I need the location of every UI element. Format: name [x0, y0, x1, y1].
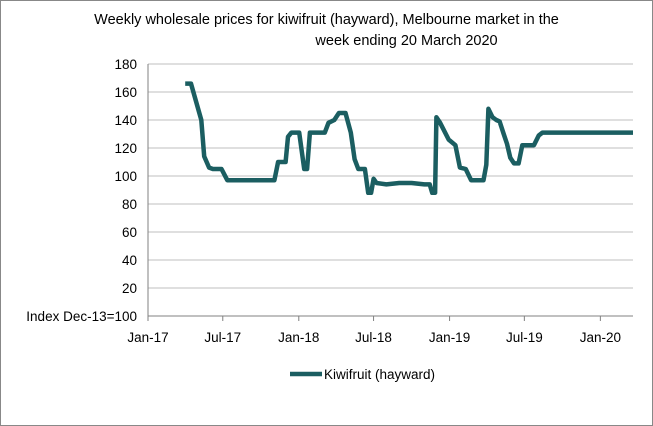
y-tick-label-60: 60	[122, 225, 137, 240]
gridlines	[148, 63, 633, 289]
y-tick-label-160: 160	[114, 85, 137, 100]
x-tick-label-jul-19: Jul-19	[506, 330, 543, 345]
legend-label: Kiwifruit (hayward)	[324, 367, 435, 382]
y-tick-label-100: 100	[114, 169, 137, 184]
y-tick-label-40: 40	[122, 253, 137, 268]
legend: Kiwifruit (hayward)	[290, 367, 435, 382]
y-tick-label-80: 80	[122, 197, 137, 212]
x-tick-label-jul-18: Jul-18	[355, 330, 392, 345]
x-axis: Jan-17 Jul-17 Jan-18 Jul-18 Jan-19 Jul-19 Jan-…	[127, 64, 633, 345]
chart-title: Weekly wholesale prices for kiwifruit (h…	[0, 10, 653, 52]
x-tick-label-jan-20: Jan-20	[580, 330, 621, 345]
chart-title-line2: week ending 20 March 2020	[315, 33, 498, 49]
y-tick-label-140: 140	[114, 113, 137, 128]
series-layer	[185, 81, 633, 196]
y-axis-ticks: Index Dec-13=100 20 40 60 80 100 120 140 160 180	[26, 57, 137, 324]
y-tick-label-0: Index Dec-13=100	[26, 309, 137, 324]
y-tick-label-120: 120	[114, 141, 137, 156]
x-tick-label-jul-17: Jul-17	[204, 330, 241, 345]
chart-title-line1: Weekly wholesale prices for kiwifruit (h…	[94, 12, 559, 28]
y-tick-label-20: 20	[122, 281, 137, 296]
x-tick-label-jan-19: Jan-19	[429, 330, 470, 345]
series-line-kiwifruit	[185, 81, 633, 196]
x-tick-label-jan-17: Jan-17	[127, 330, 168, 345]
x-tick-label-jan-18: Jan-18	[278, 330, 319, 345]
y-tick-label-180: 180	[114, 57, 137, 72]
